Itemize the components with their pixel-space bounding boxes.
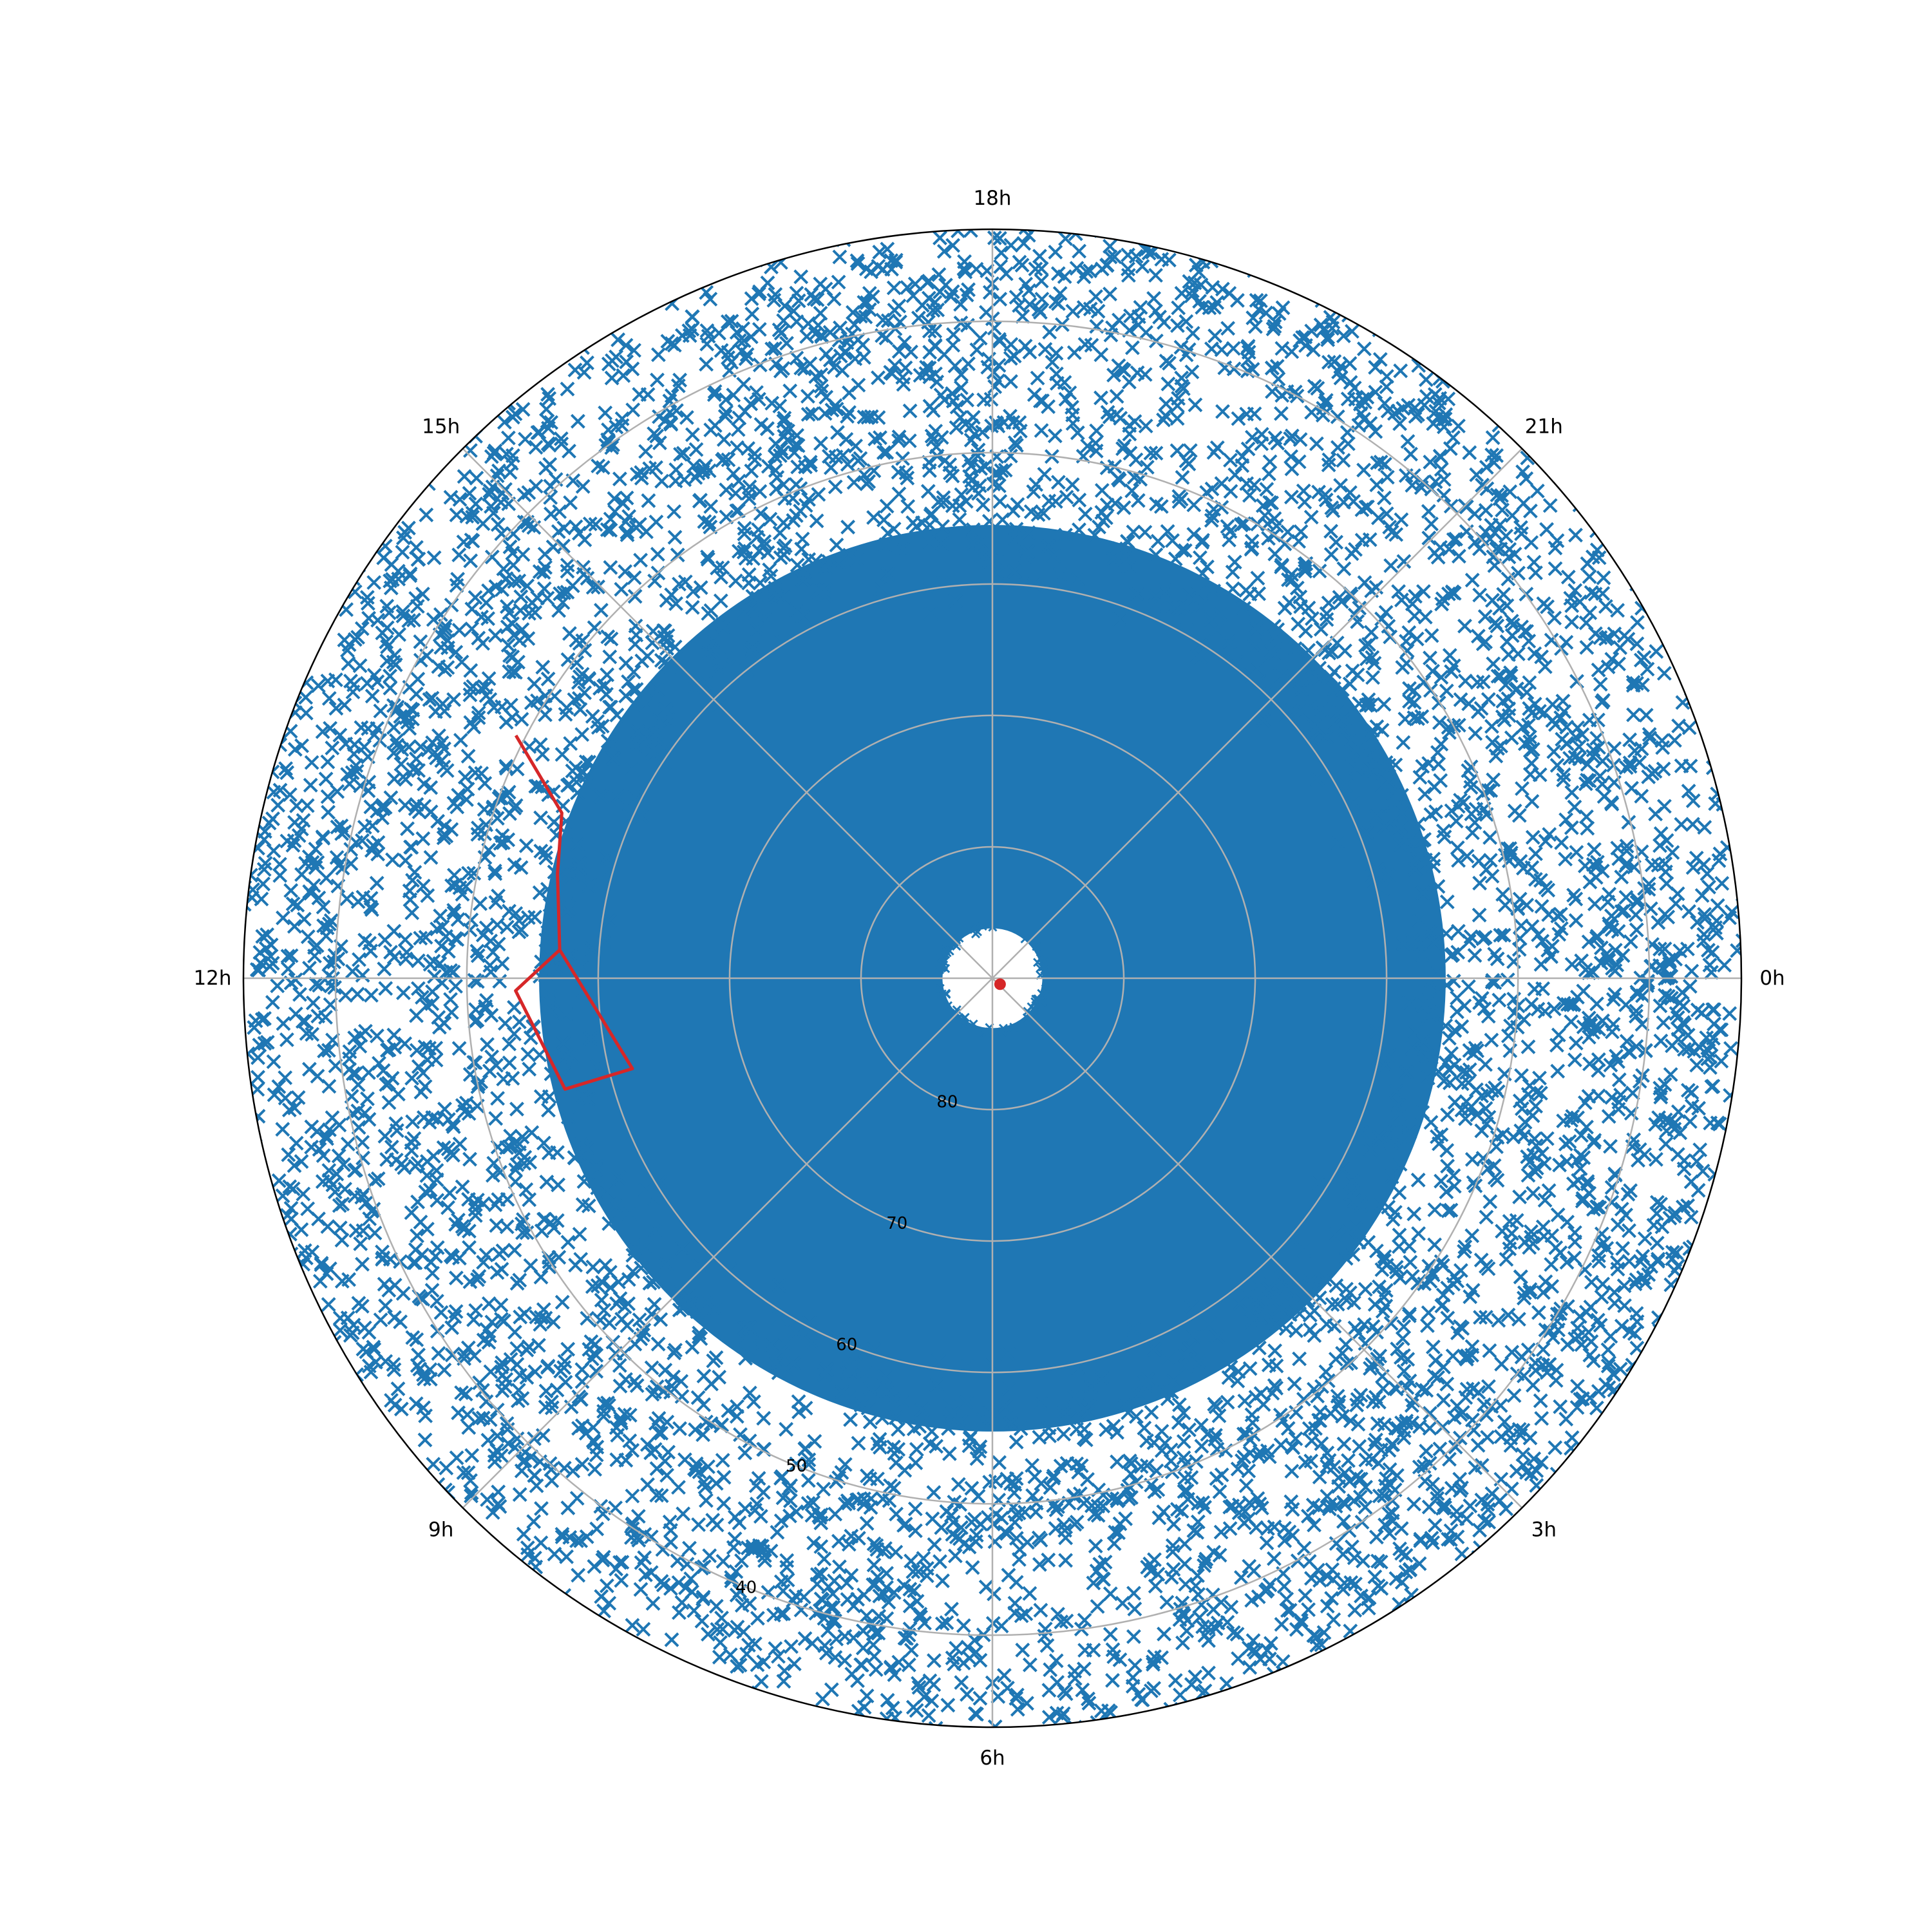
angle-tick-label: 12h bbox=[193, 967, 231, 990]
asterism-layer bbox=[514, 734, 1006, 1091]
angle-tick-label: 3h bbox=[1531, 1518, 1557, 1541]
grid-spoke-3h bbox=[992, 978, 1523, 1509]
radial-tick-label: 60 bbox=[836, 1336, 857, 1355]
radial-tick-label: 80 bbox=[936, 1093, 958, 1112]
asterism-line bbox=[514, 734, 634, 1091]
angle-tick-label: 6h bbox=[980, 1747, 1005, 1770]
grid-spoke-21h bbox=[992, 448, 1523, 979]
radial-tick-label: 50 bbox=[786, 1457, 807, 1476]
grid-spoke-15h bbox=[462, 448, 993, 979]
angle-tick-label: 21h bbox=[1525, 415, 1563, 439]
star-markers bbox=[243, 229, 1741, 1727]
inner-edge-markers bbox=[934, 921, 1050, 1037]
red-point-0 bbox=[994, 978, 1006, 990]
tick-label-layer: 0h 3h 6h 9h 12h 15h 18h 21h 40 50 60 70 80 bbox=[193, 187, 1785, 1770]
angle-tick-label: 18h bbox=[973, 187, 1011, 210]
angle-tick-label: 15h bbox=[422, 415, 460, 439]
angle-tick-label: 9h bbox=[428, 1518, 453, 1541]
angle-tick-label: 0h bbox=[1759, 967, 1785, 990]
radial-tick-label: 70 bbox=[886, 1214, 907, 1233]
radial-tick-label: 40 bbox=[735, 1578, 757, 1598]
grid-layer bbox=[243, 229, 1741, 1727]
polar-frame bbox=[242, 228, 1743, 1728]
grid-spoke-9h bbox=[462, 978, 993, 1509]
frame-layer bbox=[242, 228, 1743, 1728]
